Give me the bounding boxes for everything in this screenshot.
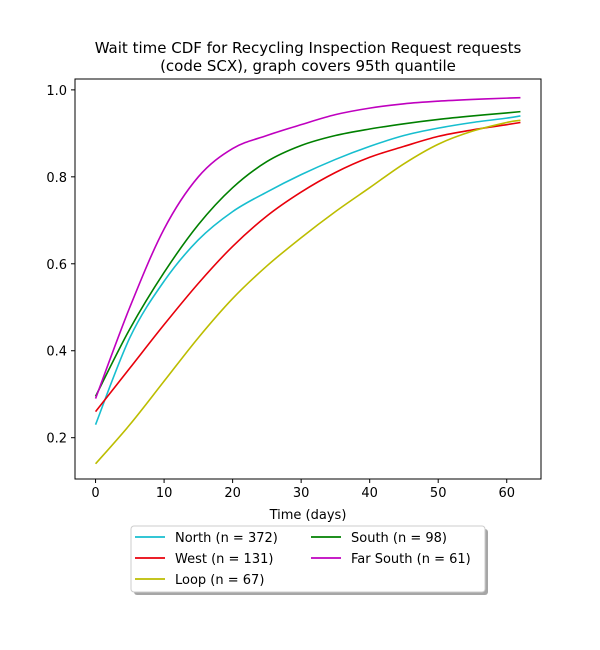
legend: North (n = 372) West (n = 131) Loop (n = 6… bbox=[130, 525, 488, 595]
x-tick-label: 60 bbox=[498, 486, 515, 501]
legend-items: North (n = 372) West (n = 131) Loop (n = 6… bbox=[135, 531, 471, 588]
y-tick-label: 0.8 bbox=[46, 171, 67, 186]
x-tick-label: 30 bbox=[293, 486, 310, 501]
legend-label-1: West (n = 131) bbox=[175, 552, 273, 567]
x-tick-label: 10 bbox=[156, 486, 173, 501]
chart-title-line2: (code SCX), graph covers 95th quantile bbox=[160, 57, 456, 75]
y-axis-ticks: 0.2 0.4 0.6 0.8 1.0 bbox=[46, 84, 75, 447]
series-line-0 bbox=[94, 115, 521, 425]
y-tick-label: 0.4 bbox=[46, 345, 67, 360]
legend-label-0: North (n = 372) bbox=[175, 531, 278, 546]
x-tick-label: 50 bbox=[430, 486, 447, 501]
legend-label-4: Far South (n = 61) bbox=[351, 552, 471, 567]
series-line-3 bbox=[94, 110, 521, 397]
series-line-2 bbox=[94, 119, 521, 465]
legend-box bbox=[130, 525, 486, 593]
x-axis-ticks: 0 10 20 30 40 50 60 bbox=[91, 479, 515, 501]
x-tick-label: 0 bbox=[91, 486, 99, 501]
series-line-4 bbox=[94, 96, 521, 399]
legend-label-2: Loop (n = 67) bbox=[175, 573, 264, 588]
y-tick-label: 1.0 bbox=[46, 84, 67, 99]
y-tick-label: 0.6 bbox=[46, 258, 67, 273]
series-line-1 bbox=[94, 121, 521, 413]
x-axis-label: Time (days) bbox=[269, 508, 347, 523]
y-tick-label: 0.2 bbox=[46, 432, 67, 447]
chart-title-line1: Wait time CDF for Recycling Inspection R… bbox=[95, 39, 522, 57]
x-tick-label: 40 bbox=[361, 486, 378, 501]
x-tick-label: 20 bbox=[224, 486, 241, 501]
series-layer bbox=[94, 96, 521, 465]
plot-frame bbox=[74, 78, 542, 480]
legend-label-3: South (n = 98) bbox=[351, 531, 447, 546]
